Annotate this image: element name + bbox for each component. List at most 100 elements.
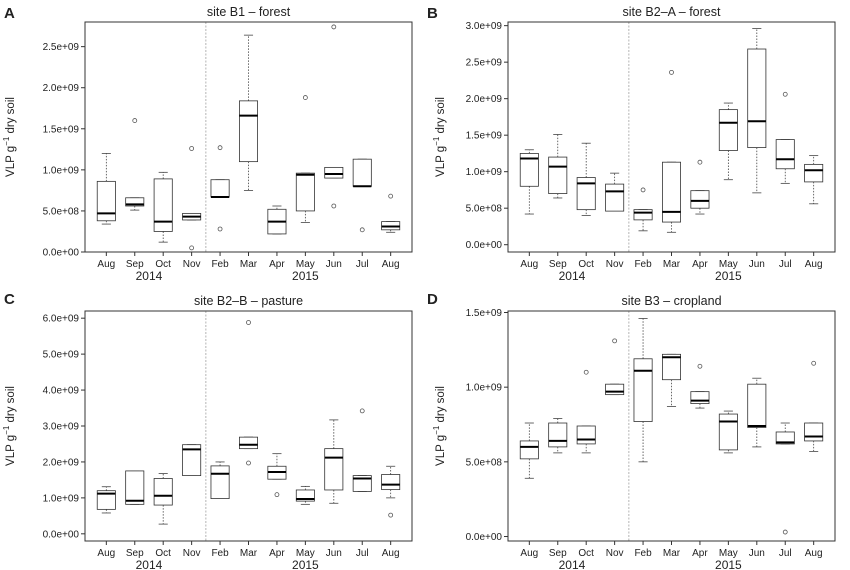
y-label-superscript: −1 (432, 136, 441, 146)
box-feb-4 (633, 318, 653, 463)
y-tick-label: 2.0e+09 (466, 94, 503, 105)
y-label-main: VLP g (5, 435, 17, 466)
box-iqr (153, 178, 173, 232)
x-tick-label: Jun (326, 259, 342, 270)
box-aug-0 (96, 153, 116, 225)
box-oct-2 (576, 142, 596, 216)
box-aug-10 (804, 360, 824, 452)
year-label: 2014 (559, 558, 586, 570)
outlier-point (189, 146, 195, 151)
panel-letter: C (4, 291, 15, 308)
x-tick-label: Nov (606, 259, 624, 270)
outlier-point (331, 203, 337, 209)
x-tick-label: Aug (382, 259, 400, 270)
box-iqr (519, 153, 539, 187)
x-tick-label: Aug (97, 259, 115, 270)
box-apr-6 (690, 159, 710, 215)
box-aug-10 (381, 193, 401, 233)
x-tick-label: Mar (663, 548, 681, 559)
box-iqr (605, 183, 625, 212)
y-tick-label: 1.5e+09 (466, 131, 503, 142)
panel-title: site B2–B – pasture (194, 294, 303, 308)
y-tick-label: 0.0e+00 (43, 248, 80, 259)
box-iqr (804, 163, 824, 183)
box-mar-5 (239, 320, 258, 466)
box-nov-3 (605, 338, 625, 396)
plot-frame (507, 21, 836, 253)
y-tick-label: 2.0e+09 (43, 457, 80, 468)
panel-letter: A (4, 5, 15, 22)
outlier-point (246, 320, 251, 325)
x-tick-label: Feb (211, 259, 229, 270)
x-tick-label: May (296, 259, 315, 270)
panel-title: site B3 – cropland (621, 294, 721, 308)
x-tick-label: Mar (240, 548, 258, 559)
outlier-point (669, 69, 674, 75)
x-tick-label: Mar (240, 259, 258, 270)
x-tick-label: Feb (634, 259, 652, 270)
x-tick-label: Jun (749, 548, 765, 559)
outlier-point (782, 529, 788, 535)
box-mar-5 (662, 69, 681, 233)
box-sep-1 (548, 134, 568, 199)
outlier-point (811, 360, 817, 366)
box-iqr (381, 474, 401, 491)
y-tick-label: 1.5e+09 (43, 124, 80, 135)
outlier-point (132, 118, 138, 123)
box-iqr (239, 100, 258, 163)
box-iqr (576, 425, 596, 445)
box-iqr (548, 422, 568, 448)
box-jun-8 (747, 28, 767, 194)
box-iqr (690, 391, 710, 404)
y-label-rest: dry soil (5, 97, 17, 137)
plot-frame (84, 310, 413, 542)
y-tick-label: 1.0e+09 (466, 167, 503, 178)
panel-letter: D (427, 291, 438, 308)
plot-frame (84, 21, 413, 253)
y-tick-label: 0.0e+00 (466, 240, 503, 251)
x-tick-label: Oct (155, 259, 171, 270)
y-tick-label: 0.0e+00 (43, 529, 80, 540)
outlier-point (359, 408, 365, 414)
panel-letter: B (427, 5, 438, 22)
box-mar-5 (662, 353, 681, 407)
y-tick-label: 4.0e+09 (43, 386, 80, 397)
x-tick-label: Aug (382, 548, 400, 559)
y-axis-label: VLP g−1 dry soil (2, 386, 17, 466)
outlier-point (640, 187, 646, 193)
outlier-point (388, 193, 394, 199)
outlier-point (612, 338, 618, 344)
x-tick-label: Jul (779, 548, 792, 559)
box-jun-8 (747, 377, 767, 448)
x-tick-label: Apr (692, 548, 708, 559)
box-aug-10 (804, 155, 824, 205)
y-label-main: VLP g (435, 435, 447, 466)
year-label: 2015 (715, 269, 742, 283)
y-tick-label: 1.0e+09 (43, 493, 80, 504)
box-iqr (747, 48, 767, 148)
box-iqr (96, 490, 116, 510)
x-tick-label: May (719, 548, 738, 559)
x-tick-label: Jun (749, 259, 765, 270)
box-iqr (324, 166, 344, 179)
box-apr-6 (267, 205, 287, 235)
x-tick-label: Jul (356, 259, 369, 270)
box-mar-5 (239, 34, 258, 191)
y-tick-label: 6.0e+09 (43, 314, 80, 325)
y-tick-label: 1.0e+09 (43, 165, 80, 176)
x-tick-label: Aug (520, 548, 538, 559)
box-iqr (633, 358, 653, 422)
outlier-point (274, 492, 280, 498)
x-tick-label: Sep (126, 259, 144, 270)
y-tick-label: 5.0e+09 (43, 350, 80, 361)
y-label-main: VLP g (435, 146, 447, 177)
x-tick-label: Aug (520, 259, 538, 270)
box-jul-9 (352, 158, 372, 233)
outlier-point (302, 95, 308, 100)
box-iqr (125, 470, 145, 505)
outlier-point (217, 226, 223, 232)
x-tick-label: Mar (663, 259, 681, 270)
box-aug-0 (519, 422, 539, 479)
